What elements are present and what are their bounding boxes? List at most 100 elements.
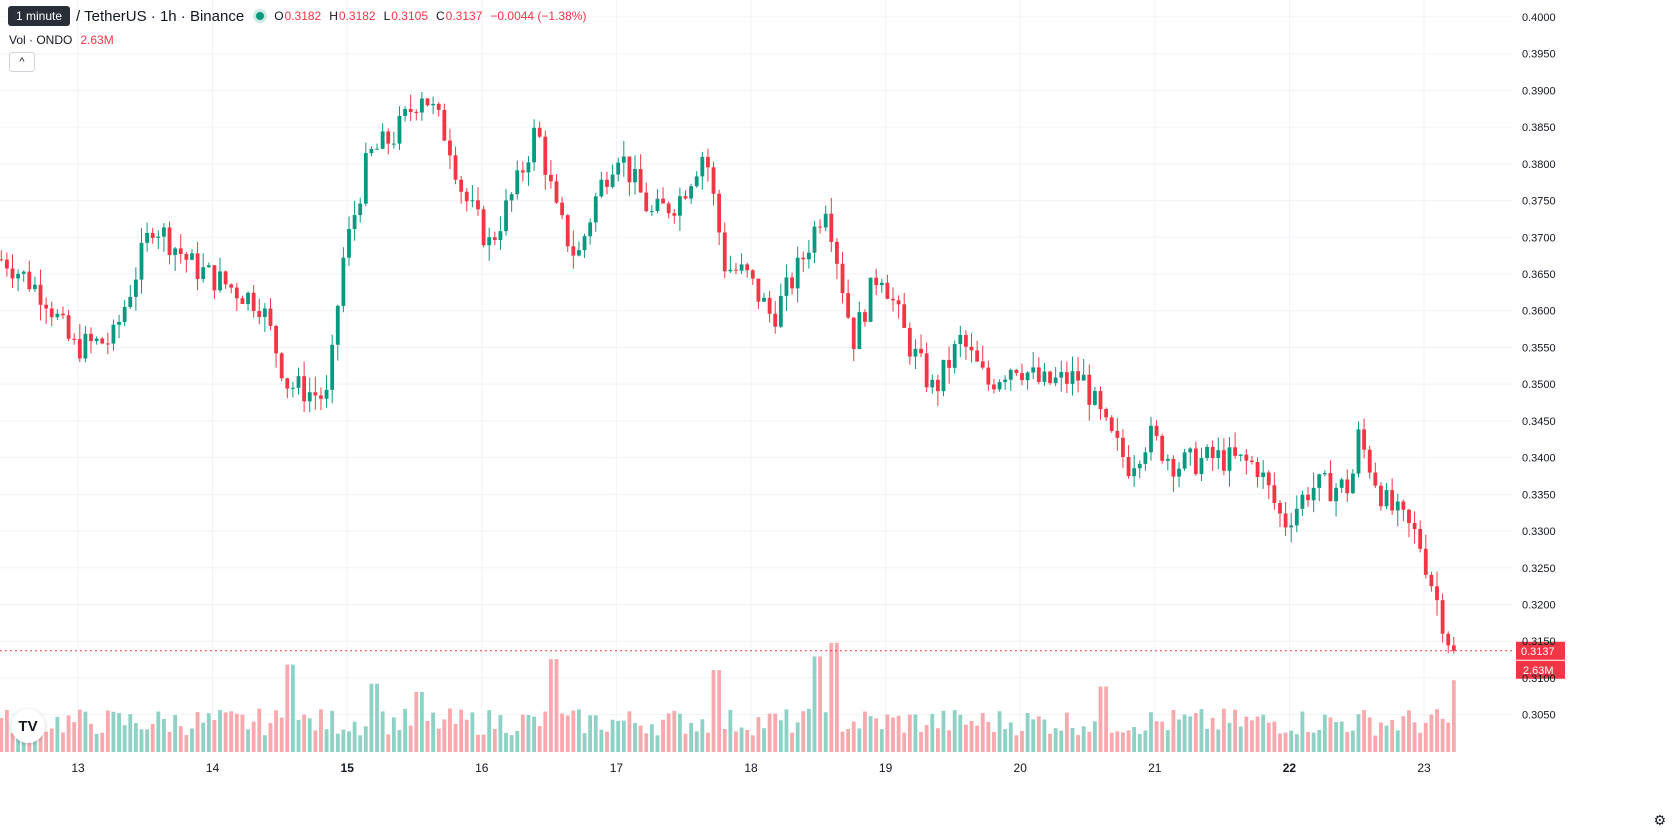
candle-body xyxy=(1261,472,1266,477)
candle-body xyxy=(739,264,744,271)
volume-bar xyxy=(1227,722,1232,752)
volume-bar xyxy=(1098,686,1103,752)
candle-body xyxy=(532,127,536,163)
candle-body xyxy=(369,148,374,154)
candle-body xyxy=(621,156,626,163)
candle-body xyxy=(1339,479,1344,488)
candle-body xyxy=(302,376,307,402)
candle-body xyxy=(975,350,980,362)
volume-bar xyxy=(1345,732,1350,752)
candle-body xyxy=(1109,417,1114,432)
volume-bar xyxy=(436,728,441,752)
candle-body xyxy=(49,308,54,318)
volume-bar xyxy=(419,691,424,752)
volume-bar xyxy=(1014,735,1019,752)
volume-bar xyxy=(773,713,778,752)
volume-bar xyxy=(840,731,845,752)
candle-body xyxy=(919,348,923,354)
volume-bar xyxy=(526,715,531,752)
candle-body xyxy=(27,271,32,290)
candle-body xyxy=(4,259,9,269)
candle-body xyxy=(419,98,424,113)
symbol-title[interactable]: / TetherUS · 1h · Binance xyxy=(76,7,245,25)
volume-bar xyxy=(509,735,514,752)
candle-body xyxy=(1418,528,1423,549)
volume-bar xyxy=(958,714,963,752)
candle-body xyxy=(1395,501,1400,511)
volume-bars xyxy=(0,642,1456,752)
volume-bar xyxy=(167,731,172,752)
chevron-up-icon[interactable]: ^ xyxy=(9,52,35,72)
volume-bar xyxy=(1283,732,1288,752)
open-value: O0.3182 xyxy=(274,9,322,23)
volume-bar xyxy=(1193,712,1198,752)
volume-bar xyxy=(504,732,508,752)
candle-body xyxy=(72,338,77,340)
candle-body xyxy=(498,231,503,240)
volume-bar xyxy=(1356,714,1361,752)
candle-body xyxy=(1087,374,1092,405)
volume-bar xyxy=(414,691,419,752)
volume-bar xyxy=(913,714,918,752)
volume-bar xyxy=(448,708,452,752)
volume-bar xyxy=(1048,733,1052,752)
volume-bar xyxy=(218,710,222,752)
volume-bar xyxy=(616,720,621,752)
candle-body xyxy=(778,295,783,327)
volume-bar xyxy=(1154,721,1159,752)
tradingview-logo[interactable]: TV xyxy=(11,709,45,743)
candle-body xyxy=(964,334,968,347)
candle-body xyxy=(1233,447,1238,456)
candle-body xyxy=(773,313,778,327)
volume-bar xyxy=(767,713,772,752)
volume-bar xyxy=(655,735,660,752)
volume-bar xyxy=(1379,722,1383,752)
time-tick-label: 15 xyxy=(341,761,355,775)
candle-body xyxy=(1244,454,1249,461)
candle-body xyxy=(762,297,766,302)
gear-icon[interactable]: ⚙ xyxy=(1653,812,1666,828)
volume-bar xyxy=(1020,731,1024,752)
candle-body xyxy=(891,298,895,301)
time-axis: 13 14 15 16 17 18 19 20 21 22 23 xyxy=(71,761,1431,775)
candle-body xyxy=(1322,473,1327,475)
candle-body xyxy=(633,169,637,183)
low-value: L0.3105 xyxy=(383,9,428,23)
volume-bar xyxy=(1177,719,1181,752)
candle-body xyxy=(638,169,643,193)
time-tick-label: 18 xyxy=(744,761,758,775)
candle-body xyxy=(1003,379,1008,383)
volume-bar xyxy=(790,732,794,752)
volume-bar xyxy=(677,713,682,752)
volume-bar xyxy=(403,708,407,752)
volume-bar xyxy=(459,709,464,752)
candle-body xyxy=(1171,458,1176,477)
volume-bar xyxy=(386,734,391,752)
candle-body xyxy=(1216,450,1221,459)
candle-body xyxy=(117,321,121,325)
volume-bar xyxy=(1064,712,1069,752)
price-tick-label: 0.3700 xyxy=(1522,232,1556,244)
candle-body xyxy=(375,148,379,150)
volume-bar xyxy=(476,734,480,752)
volume-bar xyxy=(324,729,329,752)
volume-bar xyxy=(33,734,37,752)
volume-bar xyxy=(1132,727,1137,752)
price-tick-label: 0.3100 xyxy=(1522,673,1556,685)
time-tick-label: 14 xyxy=(206,761,220,775)
volume-bar xyxy=(661,719,665,752)
price-tick-label: 0.3350 xyxy=(1522,489,1556,501)
time-tick-label: 17 xyxy=(610,761,624,775)
volume-bar xyxy=(1221,708,1226,752)
volume-bar xyxy=(111,711,116,752)
volume-bar xyxy=(66,715,71,752)
volume-bar xyxy=(1092,721,1097,752)
volume-bar xyxy=(1126,730,1131,752)
last-volume-badge xyxy=(1516,660,1565,679)
volume-bar xyxy=(964,724,968,752)
time-tick-label: 13 xyxy=(71,761,85,775)
volume-bar xyxy=(980,712,985,752)
volume-bar xyxy=(10,733,15,752)
candle-body xyxy=(913,348,918,357)
